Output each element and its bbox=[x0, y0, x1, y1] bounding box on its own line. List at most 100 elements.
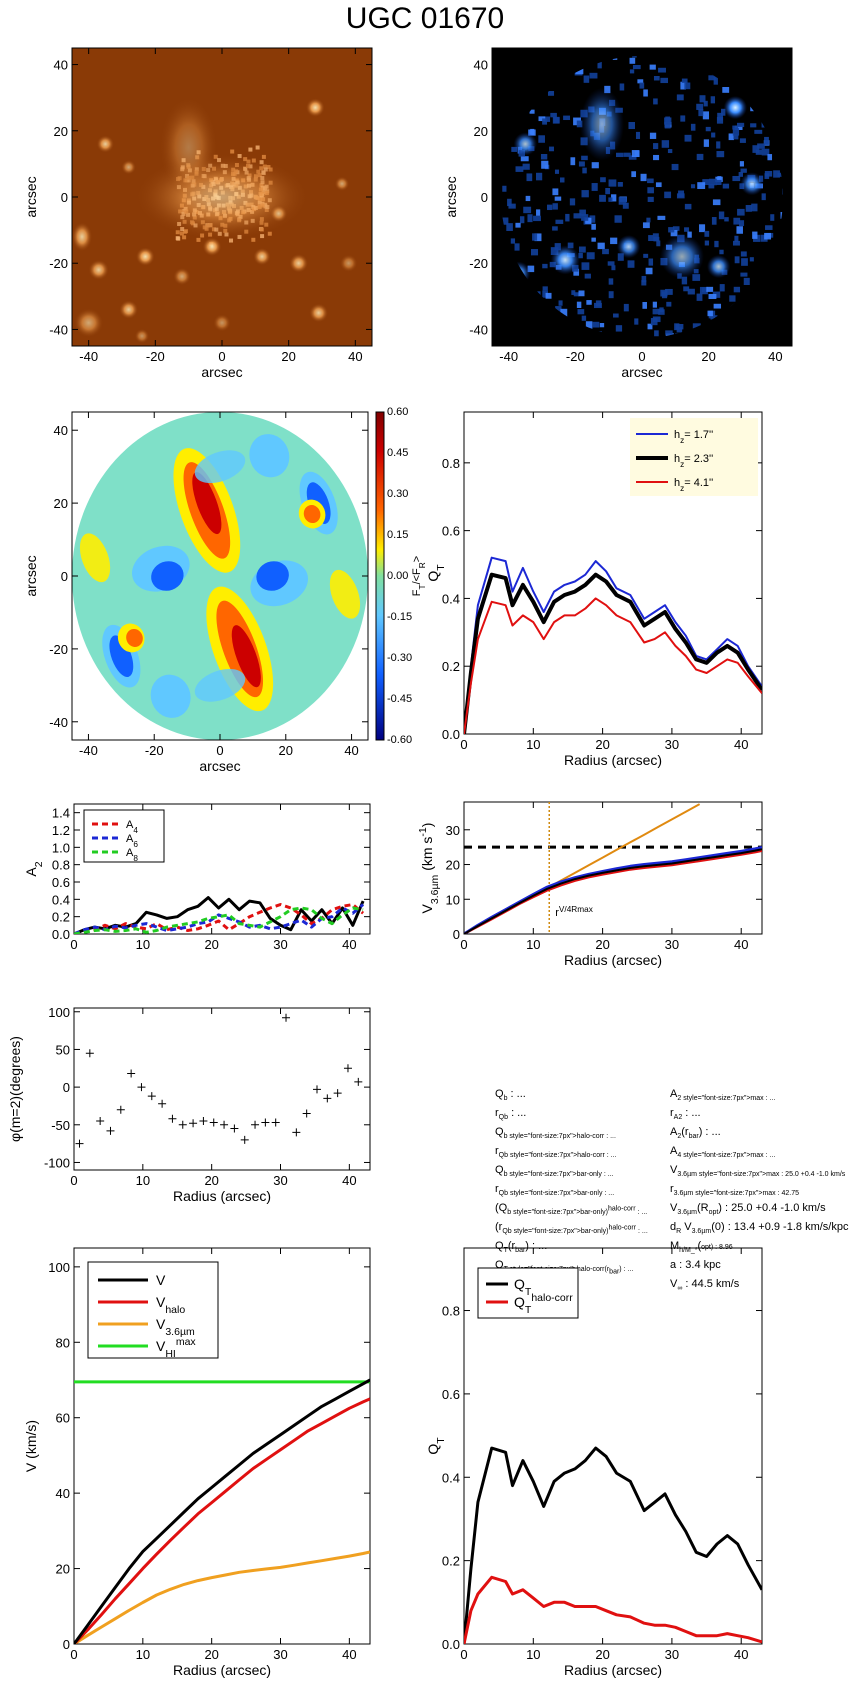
noise-pixel bbox=[514, 243, 520, 251]
axes-frame bbox=[73, 803, 371, 935]
y-tick-label: 80 bbox=[56, 1335, 70, 1350]
noise-pixel bbox=[641, 280, 647, 286]
param-row: V3.6µm(Ropt) : 25.0 +0.4 -1.0 km/s bbox=[670, 1202, 826, 1217]
noise-pixel bbox=[581, 214, 589, 221]
source-blob bbox=[616, 235, 641, 259]
noise-pixel bbox=[716, 117, 724, 124]
legend-label: A4 bbox=[126, 819, 138, 835]
x-tick-label: 20 bbox=[204, 1647, 218, 1662]
param-row: dR V3.6µm(0) : 13.4 +0.9 -1.8 km/s/kpc bbox=[670, 1221, 849, 1236]
noise-pixel bbox=[542, 263, 548, 269]
colorbar-tick-label: 0.00 bbox=[387, 570, 408, 582]
noise-pixel bbox=[666, 301, 672, 307]
x-axis-label: Radius (arcsec) bbox=[564, 752, 662, 768]
x-tick-label: -20 bbox=[146, 349, 165, 364]
noise-pixel bbox=[732, 240, 740, 246]
noise-pixel bbox=[653, 154, 660, 161]
source-blob bbox=[269, 204, 288, 223]
x-tick-label: 0 bbox=[218, 349, 225, 364]
phase-point bbox=[271, 1118, 280, 1127]
y-tick-label: 20 bbox=[54, 124, 68, 139]
noise-pixel bbox=[696, 153, 704, 161]
noise-pixel bbox=[530, 249, 539, 256]
y-tick-label: 100 bbox=[48, 1005, 70, 1020]
noise-pixel bbox=[734, 256, 740, 264]
noise-pixel bbox=[711, 132, 716, 138]
source-blob bbox=[580, 87, 624, 161]
noise-pixel bbox=[508, 203, 516, 209]
noise-pixel bbox=[591, 183, 598, 191]
torque-map-panel: -40 -20 0 20 40 -40 -20 0 20 40 arcsec arcsec 0.60 0.… bbox=[23, 406, 427, 774]
phase-point bbox=[96, 1117, 105, 1126]
noise-pixel bbox=[510, 238, 516, 244]
param-row: (Qb style="font-size:7px">bar-only)halo-… bbox=[495, 1202, 648, 1217]
noise-pixel bbox=[643, 89, 648, 97]
noise-pixel bbox=[515, 222, 521, 228]
noise-pixel bbox=[708, 184, 715, 189]
series-line-q-t bbox=[464, 1446, 762, 1644]
y-tick-label: 20 bbox=[474, 124, 488, 139]
noise-pixel bbox=[716, 141, 721, 149]
phase-point bbox=[333, 1089, 342, 1098]
noise-pixel bbox=[642, 301, 647, 309]
torque-blob bbox=[151, 561, 184, 591]
noise-pixel bbox=[529, 109, 535, 114]
parameters-table: Qb : ... rQb : ... Qb style="font-size:7px… bbox=[495, 1088, 848, 1308]
series-line-h-z-1-7- bbox=[464, 556, 762, 734]
x-tick-label: 40 bbox=[342, 1647, 356, 1662]
phase-point bbox=[312, 1085, 321, 1094]
noise-pixel bbox=[552, 203, 558, 210]
param-row: A2(rbar) : ... bbox=[670, 1126, 721, 1141]
y-tick-label: 30 bbox=[446, 823, 460, 838]
legend-label: hz= 1.7'' bbox=[674, 429, 713, 445]
noise-pixel bbox=[515, 166, 524, 172]
noise-pixel bbox=[664, 123, 671, 129]
series-line-a-6 bbox=[74, 903, 365, 934]
y-tick-label: 0.2 bbox=[52, 910, 70, 925]
noise-pixel bbox=[542, 118, 548, 125]
noise-pixel bbox=[680, 115, 686, 122]
noise-pixel bbox=[581, 190, 589, 198]
noise-pixel bbox=[699, 224, 706, 233]
y-axis-label: A2 bbox=[23, 861, 45, 876]
noise-pixel bbox=[719, 284, 725, 292]
legend-label: hz= 2.3'' bbox=[674, 453, 713, 469]
y-tick-label: 0.2 bbox=[442, 1554, 460, 1569]
y-tick-label: -20 bbox=[469, 256, 488, 271]
source-blob bbox=[339, 254, 358, 272]
noise-pixel bbox=[617, 182, 623, 187]
param-row: a : 3.4 kpc bbox=[670, 1259, 721, 1271]
noise-pixel bbox=[649, 132, 657, 139]
colorbar bbox=[375, 411, 385, 741]
torque-blob bbox=[126, 628, 143, 647]
axes-frame bbox=[463, 801, 763, 935]
source-blob bbox=[96, 135, 115, 153]
noise-pixel bbox=[527, 214, 533, 223]
noise-pixel bbox=[552, 116, 560, 124]
noise-pixel bbox=[743, 277, 750, 286]
y-tick-label: 0.4 bbox=[52, 892, 70, 907]
param-row: Qb style="font-size:7px">halo-corr : ... bbox=[495, 1126, 616, 1141]
y-tick-label: 20 bbox=[54, 496, 68, 511]
noise-pixel bbox=[656, 240, 661, 247]
legend-label: QT bbox=[514, 1276, 532, 1298]
noise-pixel bbox=[661, 140, 670, 148]
noise-pixel bbox=[734, 235, 739, 243]
noise-pixel bbox=[664, 191, 672, 199]
param-row: A2 style="font-size:7px">max : ... bbox=[670, 1088, 776, 1103]
y-tick-label: 40 bbox=[54, 58, 68, 73]
x-tick-label: 0 bbox=[70, 1173, 77, 1188]
noise-pixel bbox=[542, 286, 548, 291]
y-axis-label: arcsec bbox=[23, 176, 39, 217]
x-axis-label: Radius (arcsec) bbox=[173, 1662, 271, 1678]
phase-point bbox=[261, 1118, 270, 1127]
noise-pixel bbox=[547, 204, 553, 211]
noise-pixel bbox=[757, 143, 765, 149]
noise-pixel bbox=[538, 135, 545, 143]
noise-pixel bbox=[712, 199, 721, 206]
noise-pixel bbox=[733, 217, 741, 225]
noise-pixel bbox=[563, 115, 571, 121]
noise-pixel bbox=[640, 173, 647, 182]
noise-pixel bbox=[647, 196, 654, 202]
source-blob bbox=[88, 259, 109, 281]
